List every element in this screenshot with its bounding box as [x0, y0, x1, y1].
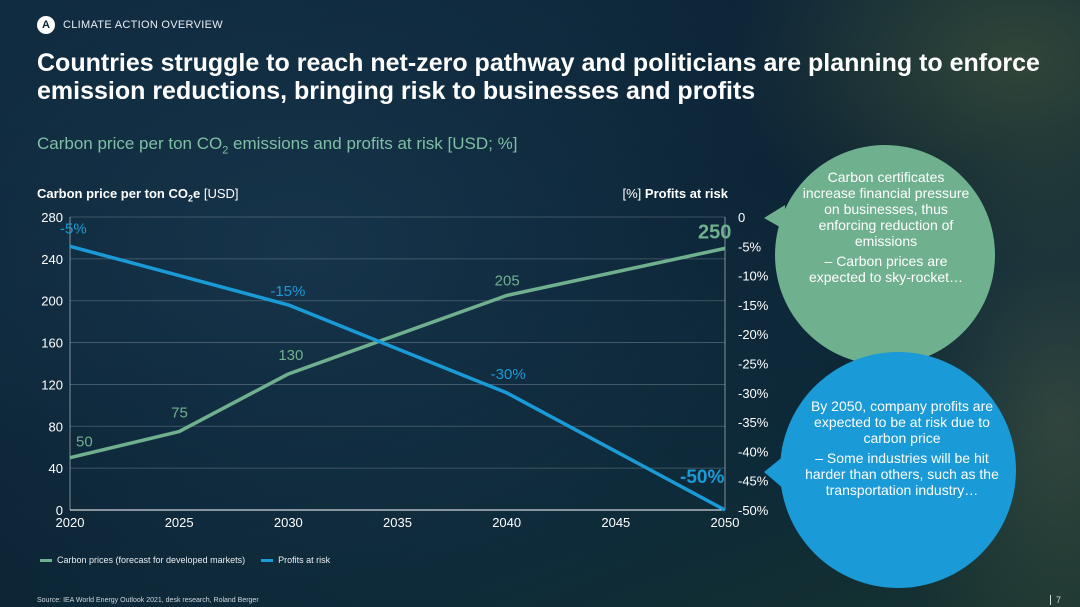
profit-data-label: -5%	[60, 220, 87, 237]
chart-ticks: 0 40 80 120 160 200 240 280 0 -5% -10% -15% -20% -25%…	[41, 210, 768, 530]
y-right-tick: -35%	[738, 415, 769, 430]
y-right-tick: -40%	[738, 444, 769, 459]
legend-item-carbon: Carbon prices (forecast for developed ma…	[40, 555, 245, 565]
x-tick: 2050	[711, 515, 740, 530]
chart-grid	[69, 216, 726, 511]
x-tick: 2040	[492, 515, 521, 530]
legend-swatch-profits	[261, 558, 274, 562]
y-right-tick: -25%	[738, 357, 769, 372]
chart-series	[69, 244, 726, 512]
y-right-tick: -20%	[738, 327, 769, 342]
green-callout-bubble	[775, 145, 995, 365]
x-tick: 2020	[56, 515, 85, 530]
carbon-price-line	[69, 246, 726, 460]
carbon-data-label: 75	[171, 405, 188, 422]
y-right-tick: -50%	[738, 503, 769, 518]
green-callout-text: Carbon certificates increase financial p…	[802, 169, 970, 285]
profits-at-risk-line	[69, 244, 726, 512]
y-left-tick: 280	[41, 210, 63, 225]
source-note: Source: IEA World Energy Outlook 2021, d…	[37, 597, 259, 604]
chart-data-labels: 50 75 130 205 250 -5% -15% -30% -50%	[60, 220, 731, 488]
carbon-data-label: 250	[698, 221, 731, 243]
profit-data-label: -50%	[680, 467, 724, 488]
page-number: 7	[1050, 595, 1061, 605]
right-axis-title: [%] Profits at risk	[622, 186, 729, 201]
x-tick: 2025	[165, 515, 194, 530]
y-right-tick: -30%	[738, 386, 769, 401]
y-left-tick: 80	[49, 419, 63, 434]
y-left-tick: 0	[56, 503, 63, 518]
section-label: CLIMATE ACTION OVERVIEW	[63, 19, 223, 31]
carbon-data-label: 50	[76, 434, 93, 451]
left-axis-title: Carbon price per ton CO2e [USD]	[37, 186, 239, 204]
y-right-tick: -45%	[738, 474, 769, 489]
y-right-tick: -15%	[738, 298, 769, 313]
carbon-data-label: 205	[495, 272, 520, 289]
y-left-tick: 200	[41, 294, 63, 309]
y-left-tick: 160	[41, 336, 63, 351]
y-right-tick: -10%	[738, 269, 769, 284]
blue-callout-bubble	[780, 352, 1016, 588]
legend-item-profits: Profits at risk	[261, 555, 330, 565]
blue-callout-pointer	[764, 455, 785, 490]
profit-data-label: -15%	[270, 283, 305, 300]
blue-callout-text: By 2050, company profits are expected to…	[805, 398, 999, 498]
carbon-data-label: 130	[278, 347, 303, 364]
chart-legend: Carbon prices (forecast for developed ma…	[40, 555, 330, 565]
x-tick: 2030	[274, 515, 303, 530]
y-left-tick: 40	[49, 461, 63, 476]
profit-data-label: -30%	[491, 366, 526, 383]
section-tag: A CLIMATE ACTION OVERVIEW	[37, 16, 223, 34]
y-left-tick: 120	[41, 377, 63, 392]
y-right-tick: -5%	[738, 239, 762, 254]
green-callout-pointer	[764, 205, 785, 230]
section-badge: A	[37, 16, 55, 34]
x-tick: 2045	[601, 515, 630, 530]
chart-subtitle: Carbon price per ton CO2 emissions and p…	[37, 134, 518, 157]
x-tick: 2035	[383, 515, 412, 530]
callout-bubbles	[764, 145, 1016, 588]
y-left-tick: 240	[41, 252, 63, 267]
legend-swatch-carbon	[40, 558, 52, 562]
y-right-tick: 0	[738, 210, 745, 225]
page-title: Countries struggle to reach net-zero pat…	[37, 49, 1040, 105]
